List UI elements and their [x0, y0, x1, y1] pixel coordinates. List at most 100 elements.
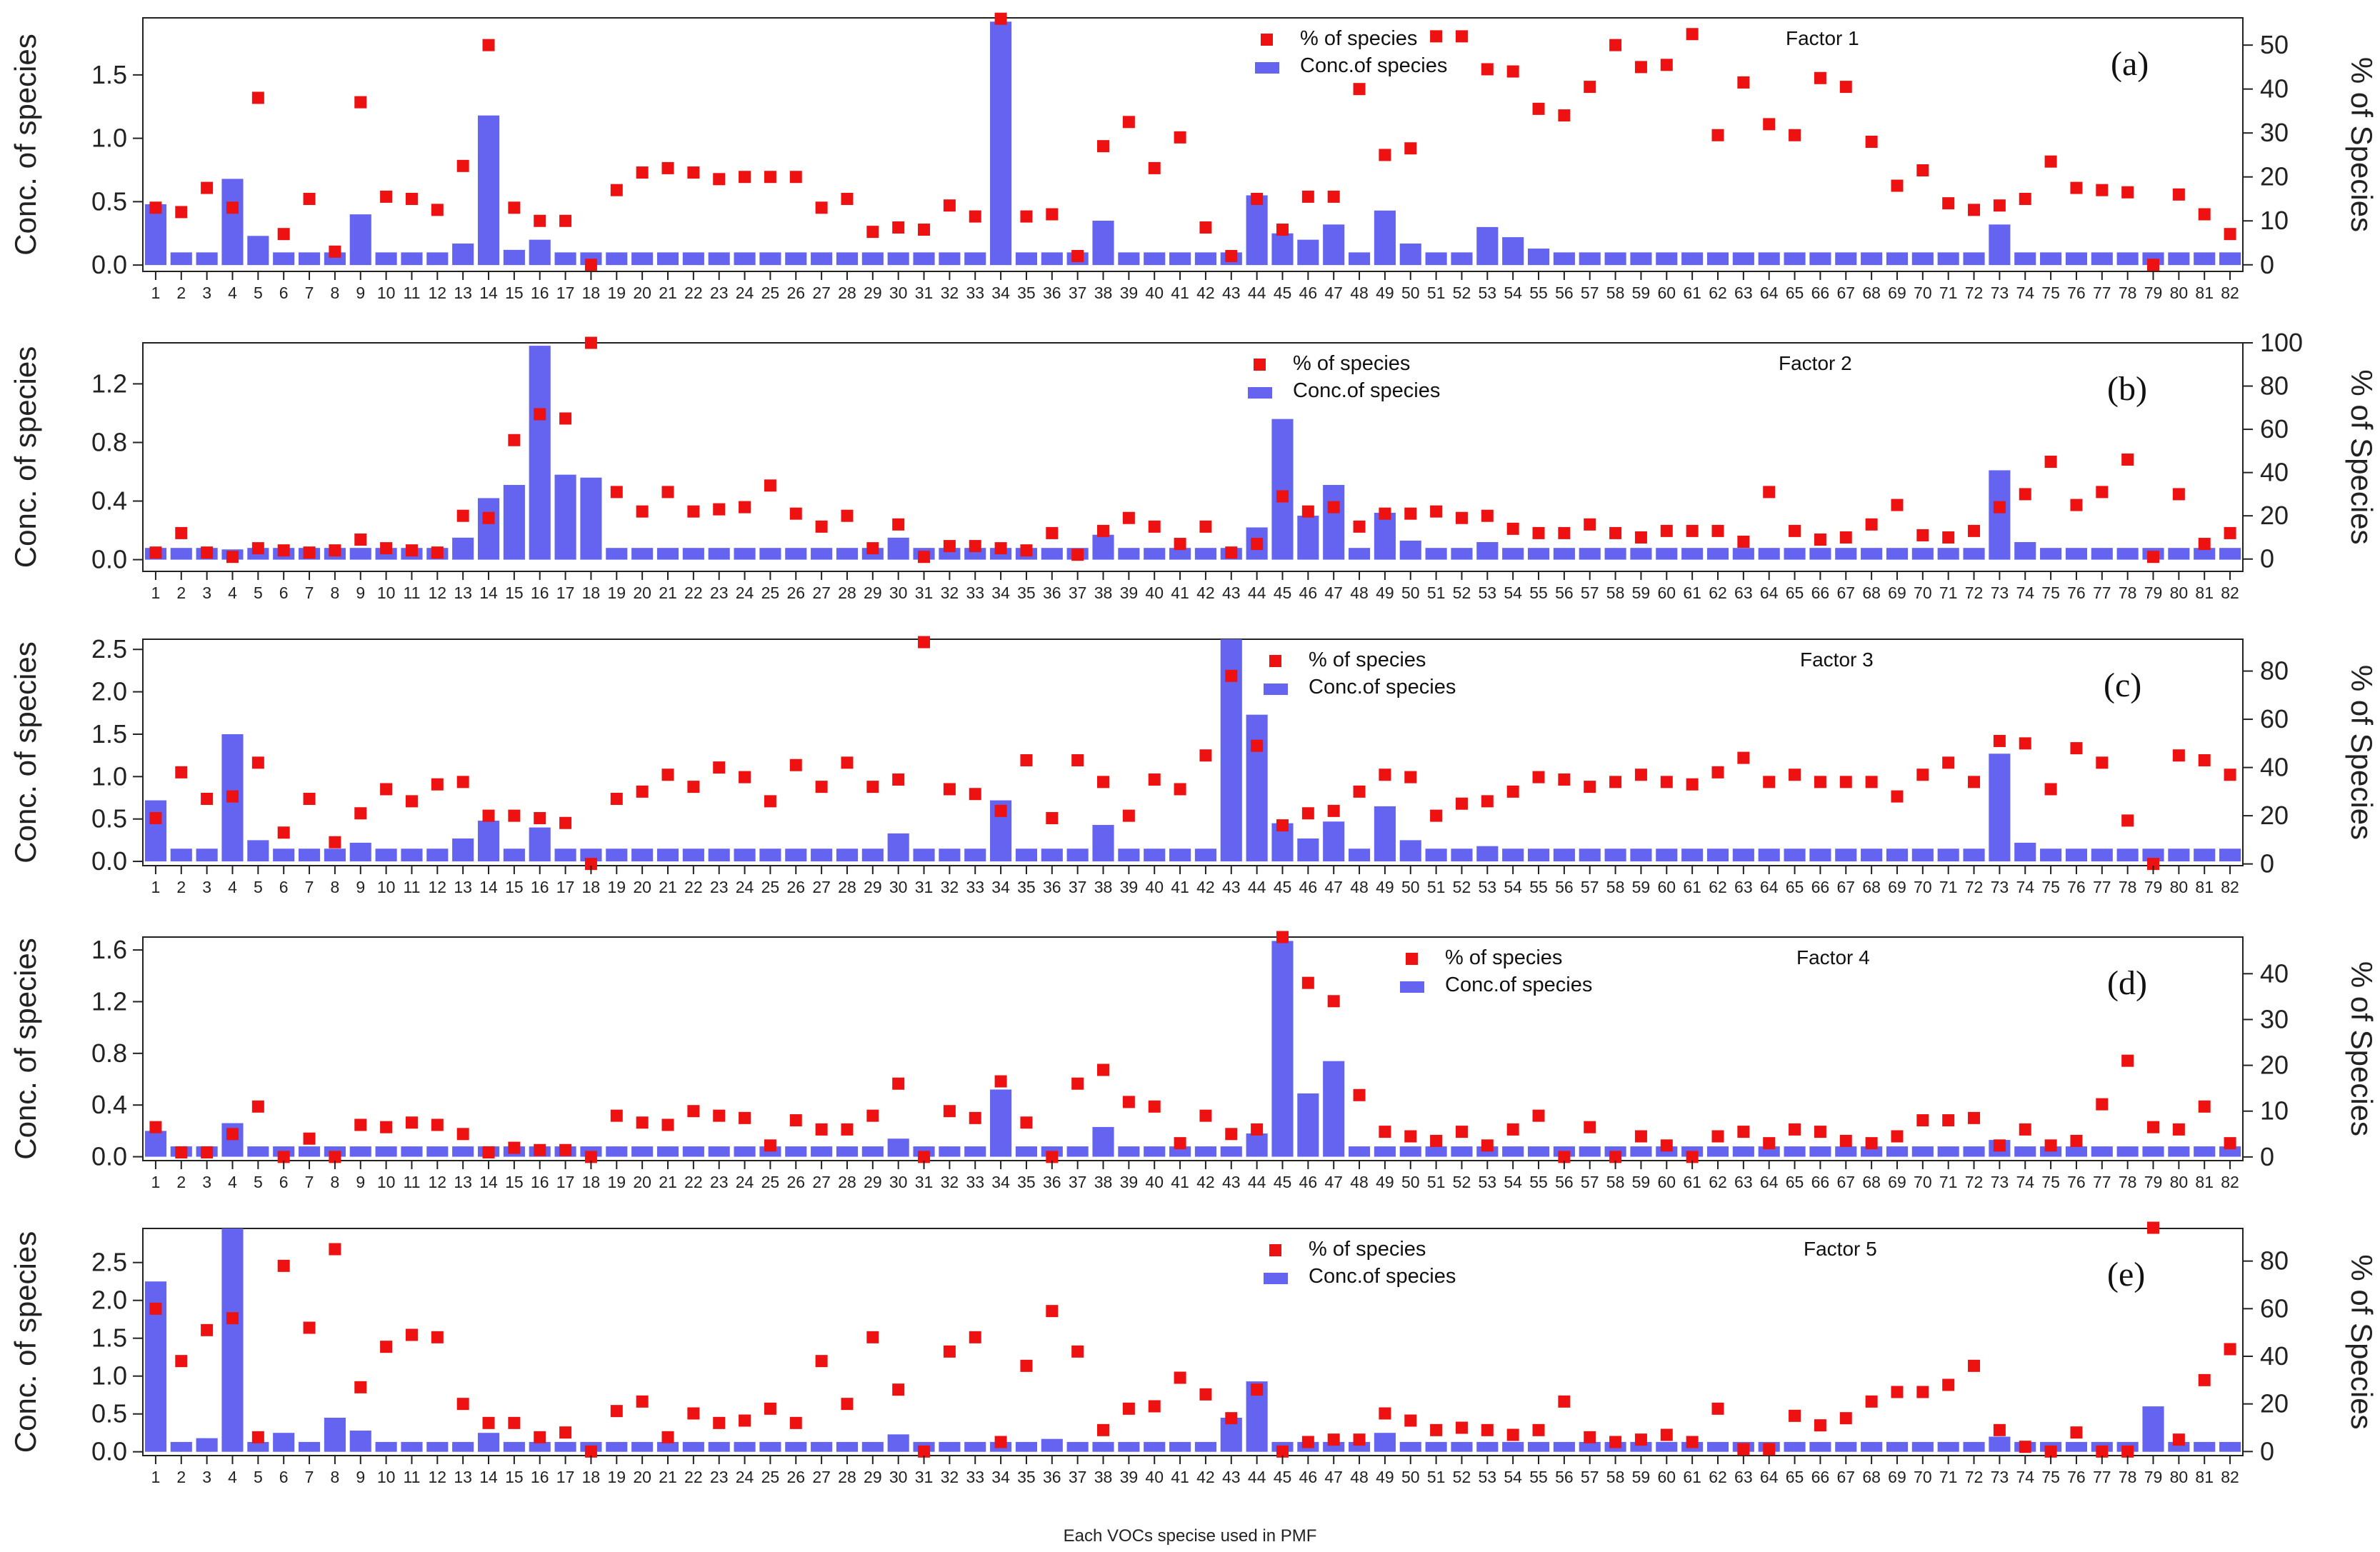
percent-marker: [892, 1077, 905, 1090]
conc-bar: [349, 1146, 371, 1157]
percent-marker: [1865, 136, 1878, 149]
legend-marker-swatch: [1269, 655, 1281, 667]
y-left-tick-label: 0.5: [91, 1399, 127, 1428]
conc-bar: [196, 848, 218, 862]
conc-bar: [1425, 252, 1447, 266]
conc-bar: [1451, 548, 1473, 560]
percent-marker: [636, 166, 649, 179]
percent-marker: [380, 1121, 393, 1133]
x-tick-label: 68: [1862, 284, 1881, 302]
y-left-axis-label: Conc. of species: [9, 34, 42, 256]
x-tick-label: 57: [1581, 1173, 1599, 1191]
x-tick-label: 44: [1248, 1468, 1266, 1486]
percent-marker: [1379, 1407, 1391, 1420]
conc-bar: [580, 477, 602, 560]
percent-marker: [1046, 1151, 1059, 1163]
percent-marker: [918, 1151, 931, 1163]
percent-marker: [1404, 1414, 1417, 1427]
x-tick-label: 52: [1453, 1468, 1471, 1486]
percent-marker: [2121, 814, 2134, 827]
conc-bar: [554, 252, 576, 266]
x-tick-label: 65: [1786, 878, 1804, 896]
conc-bar: [1502, 548, 1524, 560]
percent-marker: [1763, 1443, 1776, 1456]
legend-marker-swatch: [1254, 359, 1266, 371]
conc-bar: [2014, 842, 2036, 862]
percent-marker: [277, 1259, 290, 1272]
x-tick-label: 31: [915, 584, 934, 602]
conc-bar: [887, 1434, 909, 1452]
percent-marker: [1020, 210, 1033, 223]
percent-marker: [251, 1100, 264, 1113]
conc-bar: [2168, 1146, 2190, 1157]
x-tick-label: 32: [941, 284, 959, 302]
x-tick-label: 33: [966, 284, 984, 302]
x-tick-label: 71: [1939, 1173, 1958, 1191]
conc-bar: [964, 1146, 986, 1157]
x-tick-label: 79: [2144, 1468, 2163, 1486]
x-tick-label: 59: [1632, 1468, 1651, 1486]
conc-bar: [503, 1441, 525, 1452]
percent-marker: [1532, 102, 1545, 115]
x-tick-label: 79: [2144, 584, 2163, 602]
percent-marker: [1455, 1126, 1468, 1138]
conc-bar: [452, 243, 474, 266]
percent-marker: [841, 1123, 854, 1136]
conc-bar: [375, 848, 397, 862]
percent-marker: [456, 509, 469, 522]
conc-bar: [1194, 848, 1216, 862]
x-tick-label: 58: [1606, 584, 1625, 602]
conc-bar: [1323, 821, 1345, 862]
plot-frame: [142, 639, 2244, 866]
x-tick-label: 72: [1965, 584, 1984, 602]
x-tick-label: 15: [505, 1173, 524, 1191]
conc-bar: [349, 842, 371, 862]
percent-marker: [303, 1321, 316, 1334]
y-right-tick-label: 80: [2260, 371, 2289, 401]
x-tick-label: 41: [1171, 284, 1189, 302]
percent-marker: [1711, 1402, 1724, 1415]
x-tick-label: 36: [1043, 1173, 1061, 1191]
x-tick-label: 5: [254, 878, 263, 896]
percent-marker: [1558, 773, 1571, 786]
x-tick-label: 10: [377, 1468, 396, 1486]
conc-bar: [682, 252, 704, 266]
x-tick-label: 12: [429, 584, 447, 602]
percent-marker: [1251, 739, 1264, 752]
percent-marker: [201, 181, 214, 194]
percent-marker: [1660, 59, 1673, 71]
x-tick-label: 8: [331, 584, 340, 602]
x-tick-label: 50: [1401, 878, 1420, 896]
y-left-tick-label: 1.0: [91, 761, 127, 791]
percent-marker: [1046, 526, 1059, 539]
x-tick-label: 37: [1069, 284, 1087, 302]
conc-bar: [1169, 548, 1191, 560]
x-tick-label: 81: [2195, 1173, 2214, 1191]
x-tick-label: 64: [1760, 1468, 1779, 1486]
percent-marker: [1789, 769, 1801, 781]
percent-marker: [1686, 1436, 1699, 1448]
x-tick-label: 4: [228, 878, 237, 896]
percent-marker: [1763, 776, 1776, 788]
y-right-tick-label: 100: [2260, 328, 2303, 357]
percent-marker: [1558, 1151, 1571, 1163]
percent-marker: [431, 204, 444, 216]
percent-marker: [1584, 81, 1596, 94]
x-tick-label: 55: [1529, 1173, 1548, 1191]
x-tick-label: 54: [1504, 878, 1522, 896]
conc-bar: [349, 214, 371, 266]
conc-bar: [861, 1441, 884, 1452]
percent-marker: [584, 259, 597, 271]
conc-bar: [247, 236, 269, 266]
x-tick-label: 62: [1709, 878, 1727, 896]
y-left-tick-label: 0.4: [91, 1090, 127, 1119]
percent-marker: [1891, 790, 1904, 803]
conc-bar: [785, 1146, 807, 1157]
percent-marker: [175, 1355, 188, 1368]
percent-marker: [1225, 1412, 1238, 1425]
percent-marker: [1916, 164, 1929, 176]
x-tick-label: 73: [1991, 284, 2009, 302]
x-tick-label: 16: [531, 1468, 549, 1486]
x-tick-label: 24: [736, 878, 754, 896]
conc-bar: [1144, 848, 1166, 862]
